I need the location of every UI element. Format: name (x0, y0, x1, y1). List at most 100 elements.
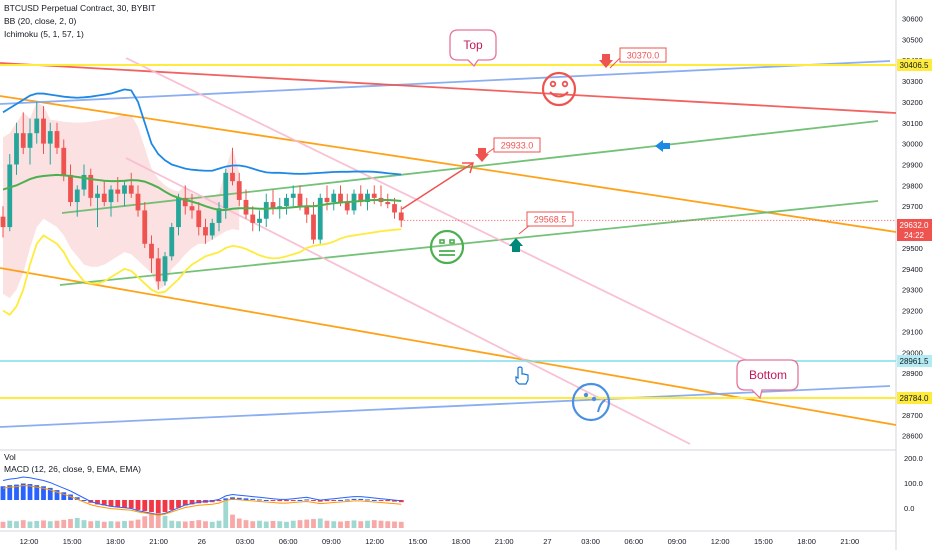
candle-body (155, 258, 161, 282)
macd-histogram-bar (324, 500, 330, 502)
candle-body (317, 197, 323, 240)
sad-face-icon[interactable] (571, 382, 611, 422)
candle-body (250, 214, 256, 223)
macd-histogram-bar (230, 497, 235, 500)
macd-histogram-bar (263, 500, 269, 501)
bottom-callout-text: Bottom (749, 368, 787, 382)
candle-body (311, 214, 316, 240)
volume-bar (317, 518, 323, 528)
macd-histogram-bar (344, 499, 350, 501)
y-tick-label: 29800 (902, 181, 923, 190)
red-trendline (0, 62, 897, 114)
candle-body (304, 206, 310, 215)
x-tick-label: 15:00 (408, 537, 427, 546)
down-arrow-icon (475, 148, 489, 162)
volume-bar (344, 520, 350, 528)
macd-signal-line (2, 484, 402, 516)
candle-body (182, 197, 188, 207)
candle-body (34, 118, 40, 134)
volume-bar (149, 513, 154, 528)
volume-bar (88, 521, 94, 528)
candle-body (41, 118, 46, 144)
candle-body (176, 197, 181, 228)
volume-bar (176, 521, 181, 528)
y-tick-label: 30000 (902, 140, 923, 149)
vol-legend[interactable]: Vol (4, 452, 16, 462)
candle-body (338, 193, 343, 203)
macd-line (2, 476, 402, 516)
candle-body (277, 206, 283, 209)
volume-bar (230, 514, 235, 528)
candle-body (263, 202, 269, 219)
candle-body (149, 243, 154, 259)
vol-tick-label: 200.0 (904, 454, 923, 463)
level-cyan-badge (897, 355, 932, 367)
macd-histogram-bar (338, 500, 343, 501)
top-callout[interactable]: Top (449, 29, 497, 68)
up-arrow-icon (509, 238, 523, 252)
x-tick-label: 15:00 (754, 537, 773, 546)
ichimoku-legend[interactable]: Ichimoku (5, 1, 57, 1) (4, 29, 84, 39)
macd-histogram-bar (304, 499, 310, 501)
volume-bar (324, 520, 330, 528)
volume-bar (115, 521, 121, 528)
trend-lines[interactable] (0, 57, 897, 445)
symbol-title[interactable]: BTCUSD Perpetual Contract, 30, BYBIT (4, 3, 156, 13)
macd-histogram-bar (216, 500, 222, 502)
macd-histogram-bar (351, 498, 357, 500)
price-tag-29568[interactable]: 29568.5 (509, 211, 574, 252)
macd-histogram-bar (277, 500, 283, 502)
y-tick-label: 30300 (902, 77, 923, 86)
volume-bar (338, 521, 343, 528)
macd-legend[interactable]: MACD (12, 26, close, 9, EMA, EMA) (4, 464, 141, 474)
macd-histogram-bar (41, 486, 46, 500)
happy-face-icon[interactable] (541, 71, 577, 107)
candle-body (47, 131, 53, 144)
bb-legend[interactable]: BB (20, close, 2, 0) (4, 16, 77, 26)
macd-histogram-bar (317, 500, 323, 502)
current-price-badge (897, 219, 932, 241)
bottom-callout[interactable]: Bottom (736, 359, 799, 400)
macd-histogram-bar (27, 484, 33, 500)
macd-histogram-bar (155, 500, 161, 514)
candle-body (365, 193, 370, 203)
neutral-face-icon[interactable] (429, 229, 465, 265)
y-tick-label: 29200 (902, 307, 923, 316)
price-tag-30370[interactable]: 30370.0 (599, 47, 667, 69)
volume-bar (128, 520, 134, 528)
volume-bar (392, 521, 397, 528)
macd-histogram-bar (34, 485, 40, 500)
projection-arrow[interactable] (401, 162, 474, 210)
volume-bar (209, 521, 215, 528)
vol-tick-label: 0.0 (904, 504, 914, 513)
volume-bar (263, 521, 269, 528)
price-tag-text: 29933.0 (501, 141, 534, 151)
y-tick-label: 28600 (902, 432, 923, 441)
macd-histogram-bar (196, 500, 202, 504)
left-arrow-icon[interactable] (655, 140, 670, 152)
volume-bar (385, 521, 391, 528)
macd-histogram-bar (297, 500, 303, 501)
volume-bar (135, 519, 141, 528)
candle-body (230, 172, 235, 182)
price-tag-box (526, 211, 574, 227)
current-price-text: 29632.0 (900, 221, 929, 230)
green-lower-trendline (59, 200, 879, 286)
x-tick-label: 03:00 (236, 537, 255, 546)
annotations[interactable]: Top Bottom 30370.0 29933.0 (401, 29, 799, 422)
volume-bar (108, 521, 114, 528)
candle-body (20, 133, 26, 148)
macd-histogram-bar (95, 500, 100, 505)
macd-histogram-bar (270, 500, 276, 501)
blue-lower-trendline (0, 385, 891, 428)
candle-body (7, 164, 13, 228)
candle-body (68, 174, 73, 203)
macd-histogram-bar (142, 500, 148, 511)
level-cyan-badge-text: 28961.5 (900, 357, 929, 366)
x-tick-label: 15:00 (63, 537, 82, 546)
macd-histogram-bar (311, 500, 316, 501)
level-bottom-badge-text: 28784.0 (900, 394, 929, 403)
price-tag-29933[interactable]: 29933.0 (475, 137, 541, 162)
volume-bar (371, 520, 377, 528)
